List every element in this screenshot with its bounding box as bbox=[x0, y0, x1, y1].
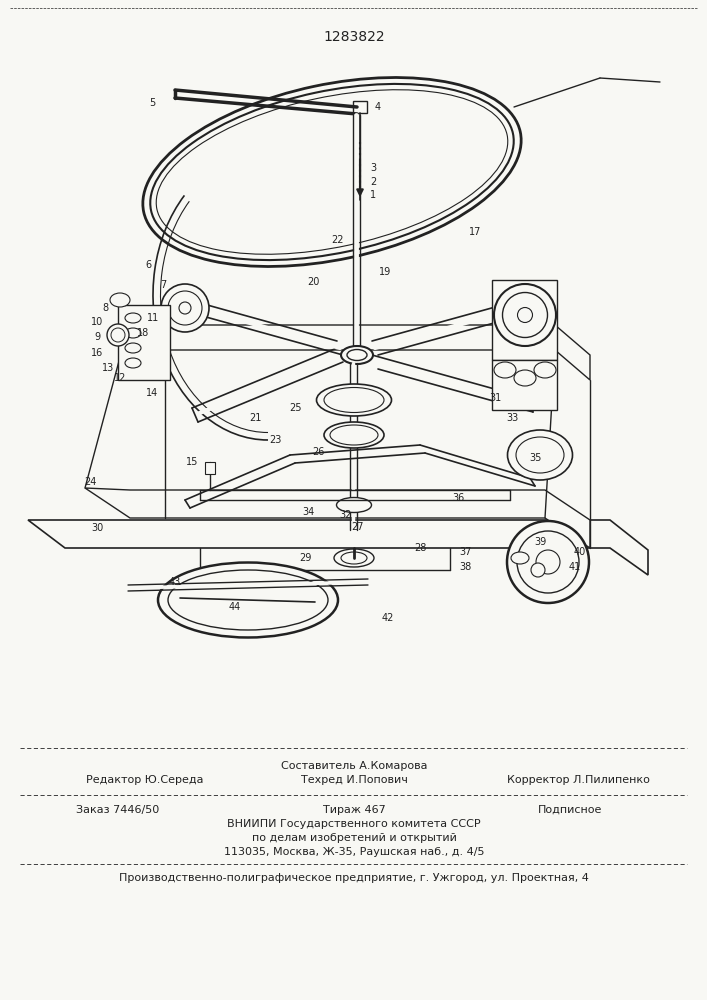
Text: 37: 37 bbox=[459, 547, 471, 557]
Ellipse shape bbox=[125, 328, 141, 338]
Text: Тираж 467: Тираж 467 bbox=[322, 805, 385, 815]
Text: по делам изобретений и открытий: по делам изобретений и открытий bbox=[252, 833, 457, 843]
Text: 33: 33 bbox=[506, 413, 518, 423]
Ellipse shape bbox=[334, 549, 374, 567]
Ellipse shape bbox=[508, 430, 573, 480]
Text: 23: 23 bbox=[269, 435, 281, 445]
Polygon shape bbox=[130, 320, 590, 380]
Text: 35: 35 bbox=[529, 453, 541, 463]
Text: 10: 10 bbox=[91, 317, 103, 327]
Text: 3: 3 bbox=[370, 163, 376, 173]
Ellipse shape bbox=[531, 563, 545, 577]
Text: 17: 17 bbox=[469, 227, 481, 237]
Bar bbox=[492, 280, 557, 360]
Ellipse shape bbox=[494, 362, 516, 378]
Text: Техред И.Попович: Техред И.Попович bbox=[300, 775, 407, 785]
Text: 5: 5 bbox=[149, 98, 155, 108]
Ellipse shape bbox=[125, 358, 141, 368]
Text: Подписное: Подписное bbox=[538, 805, 602, 815]
Text: 42: 42 bbox=[382, 613, 395, 623]
Text: 38: 38 bbox=[459, 562, 471, 572]
Ellipse shape bbox=[125, 313, 141, 323]
Text: 27: 27 bbox=[352, 522, 364, 532]
Text: Составитель А.Комарова: Составитель А.Комарова bbox=[281, 761, 427, 771]
Text: 19: 19 bbox=[379, 267, 391, 277]
Text: 28: 28 bbox=[414, 543, 426, 553]
Text: 2: 2 bbox=[370, 177, 376, 187]
Text: 25: 25 bbox=[288, 403, 301, 413]
Ellipse shape bbox=[514, 370, 536, 386]
Ellipse shape bbox=[494, 284, 556, 346]
Bar bbox=[492, 360, 557, 410]
Bar bbox=[353, 101, 367, 113]
Ellipse shape bbox=[511, 552, 529, 564]
Bar bbox=[205, 462, 215, 474]
Text: 24: 24 bbox=[84, 477, 96, 487]
Text: 4: 4 bbox=[375, 102, 381, 112]
Text: 8: 8 bbox=[102, 303, 108, 313]
Text: 32: 32 bbox=[340, 510, 352, 520]
Text: 9: 9 bbox=[94, 332, 100, 342]
Ellipse shape bbox=[110, 293, 130, 307]
Text: 1283822: 1283822 bbox=[323, 30, 385, 44]
Text: Корректор Л.Пилипенко: Корректор Л.Пилипенко bbox=[506, 775, 650, 785]
Text: 6: 6 bbox=[145, 260, 151, 270]
Text: 39: 39 bbox=[534, 537, 546, 547]
Text: 36: 36 bbox=[452, 493, 464, 503]
Text: 40: 40 bbox=[574, 547, 586, 557]
Text: 113035, Москва, Ж-35, Раушская наб., д. 4/5: 113035, Москва, Ж-35, Раушская наб., д. … bbox=[223, 847, 484, 857]
Ellipse shape bbox=[125, 343, 141, 353]
Ellipse shape bbox=[161, 284, 209, 332]
Ellipse shape bbox=[341, 346, 373, 364]
Ellipse shape bbox=[534, 362, 556, 378]
Text: Производственно-полиграфическое предприятие, г. Ужгород, ул. Проектная, 4: Производственно-полиграфическое предприя… bbox=[119, 873, 589, 883]
Text: 11: 11 bbox=[147, 313, 159, 323]
Text: 1: 1 bbox=[370, 190, 376, 200]
Text: 22: 22 bbox=[331, 235, 344, 245]
Text: 7: 7 bbox=[160, 280, 166, 290]
Ellipse shape bbox=[158, 562, 338, 638]
Text: 20: 20 bbox=[307, 277, 319, 287]
Text: 15: 15 bbox=[186, 457, 198, 467]
Text: 14: 14 bbox=[146, 388, 158, 398]
Ellipse shape bbox=[317, 384, 392, 416]
Polygon shape bbox=[28, 520, 648, 575]
Text: 16: 16 bbox=[91, 348, 103, 358]
Text: 34: 34 bbox=[302, 507, 314, 517]
Text: 31: 31 bbox=[489, 393, 501, 403]
Ellipse shape bbox=[337, 497, 371, 512]
Text: Заказ 7446/50: Заказ 7446/50 bbox=[76, 805, 160, 815]
Text: 41: 41 bbox=[569, 562, 581, 572]
Ellipse shape bbox=[507, 521, 589, 603]
Text: 21: 21 bbox=[249, 413, 261, 423]
Polygon shape bbox=[85, 488, 590, 548]
Text: 29: 29 bbox=[299, 553, 311, 563]
Text: 12: 12 bbox=[114, 373, 126, 383]
Text: 44: 44 bbox=[229, 602, 241, 612]
Ellipse shape bbox=[143, 78, 521, 266]
Bar bbox=[118, 305, 170, 380]
Text: 26: 26 bbox=[312, 447, 325, 457]
Text: 30: 30 bbox=[91, 523, 103, 533]
Text: Редактор Ю.Середа: Редактор Ю.Середа bbox=[86, 775, 204, 785]
Ellipse shape bbox=[324, 422, 384, 448]
Text: 13: 13 bbox=[102, 363, 114, 373]
Ellipse shape bbox=[107, 324, 129, 346]
Text: 43: 43 bbox=[169, 577, 181, 587]
Text: ВНИИПИ Государственного комитета СССР: ВНИИПИ Государственного комитета СССР bbox=[227, 819, 481, 829]
Text: 18: 18 bbox=[137, 328, 149, 338]
